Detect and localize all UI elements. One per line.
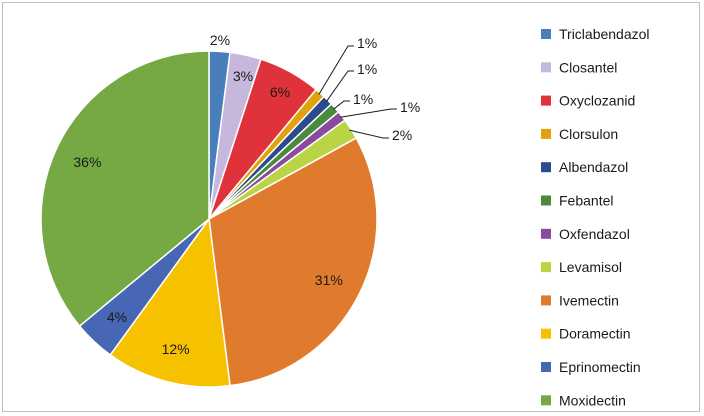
- legend-swatch-moxidectin: [541, 395, 551, 406]
- leader-line-levamisol: [349, 129, 389, 139]
- data-label-triclabendazol: 2%: [210, 32, 230, 48]
- chart-frame: 2% 3% 6% 1% 1% 1% 1% 2% 31% 12% 4% 36% Triclabendaz…: [2, 2, 700, 412]
- legend-swatch-albendazol: [541, 162, 551, 173]
- data-label-febantel: 1%: [353, 91, 373, 107]
- legend-swatch-levamisol: [541, 262, 551, 273]
- data-label-clorsulon: 1%: [357, 35, 377, 51]
- data-labels: 2% 3% 6% 1% 1% 1% 1% 2% 31% 12% 4% 36%: [73, 32, 420, 357]
- legend-label-doramectin: Doramectin: [559, 326, 631, 342]
- legend-swatch-eprinomectin: [541, 362, 551, 372]
- legend-swatch-triclabendazol: [541, 29, 551, 39]
- data-label-moxidectin: 36%: [73, 154, 101, 170]
- legend-label-eprinomectin: Eprinomectin: [559, 359, 641, 375]
- data-label-albendazol: 1%: [357, 61, 377, 77]
- pie-slice-doramectin: [109, 217, 231, 388]
- data-label-eprinomectin: 4%: [107, 309, 127, 325]
- legend-label-moxidectin: Moxidectin: [559, 392, 626, 408]
- legend-swatch-oxyclozanid: [541, 95, 551, 106]
- data-label-ivemectin: 31%: [315, 272, 343, 288]
- legend-swatch-closantel: [541, 62, 551, 73]
- legend-swatch-doramectin: [541, 328, 551, 339]
- legend-label-albendazol: Albendazol: [559, 159, 628, 175]
- legend-swatch-febantel: [541, 195, 551, 206]
- legend-label-closantel: Closantel: [559, 59, 617, 75]
- legend-swatch-clorsulon: [541, 128, 551, 139]
- pie-slice-moxidectin: [40, 50, 210, 328]
- legend-swatch-oxfendazol: [541, 228, 551, 239]
- legend-label-oxyclozanid: Oxyclozanid: [559, 93, 635, 109]
- legend-swatch-ivemectin: [541, 295, 551, 306]
- legend-label-ivemectin: Ivemectin: [559, 292, 619, 308]
- legend-label-levamisol: Levamisol: [559, 259, 622, 275]
- leader-line-febantel: [333, 100, 350, 110]
- data-label-doramectin: 12%: [162, 341, 190, 357]
- pie-slices: [40, 50, 378, 388]
- pie-chart: 2% 3% 6% 1% 1% 1% 1% 2% 31% 12% 4% 36% Triclabendaz…: [40, 26, 650, 408]
- pie-slice-ivemectin: [208, 137, 378, 387]
- legend: Triclabendazol Closantel Oxyclozanid Clorsu…: [541, 26, 650, 408]
- legend-label-oxfendazol: Oxfendazol: [559, 226, 630, 242]
- data-label-oxyclozanid: 6%: [270, 84, 290, 100]
- legend-label-clorsulon: Clorsulon: [559, 126, 618, 142]
- leader-lines: [318, 45, 397, 139]
- legend-label-triclabendazol: Triclabendazol: [559, 26, 650, 42]
- leader-line-oxfendazol: [340, 108, 397, 118]
- leader-line-albendazol: [325, 70, 354, 102]
- legend-label-febantel: Febantel: [559, 193, 613, 209]
- data-label-closantel: 3%: [233, 68, 253, 84]
- data-label-levamisol: 2%: [392, 127, 412, 143]
- leader-line-clorsulon: [318, 45, 354, 95]
- data-label-oxfendazol: 1%: [400, 99, 420, 115]
